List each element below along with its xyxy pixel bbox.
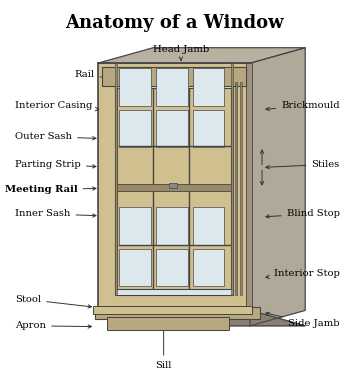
- FancyBboxPatch shape: [117, 184, 231, 191]
- FancyBboxPatch shape: [193, 110, 224, 147]
- FancyBboxPatch shape: [119, 110, 151, 147]
- FancyBboxPatch shape: [156, 110, 188, 147]
- FancyBboxPatch shape: [169, 183, 177, 188]
- Text: Lock: Lock: [136, 174, 166, 185]
- Text: Sill: Sill: [156, 325, 172, 370]
- Text: Head Jamb: Head Jamb: [153, 45, 209, 60]
- Text: Rail: Rail: [74, 70, 125, 81]
- FancyBboxPatch shape: [246, 63, 252, 310]
- FancyBboxPatch shape: [95, 307, 260, 319]
- Polygon shape: [98, 48, 305, 63]
- FancyBboxPatch shape: [193, 249, 224, 286]
- Text: Anatomy of a Window: Anatomy of a Window: [65, 14, 283, 32]
- FancyBboxPatch shape: [235, 82, 237, 295]
- Text: Stiles: Stiles: [266, 160, 340, 169]
- FancyBboxPatch shape: [102, 67, 246, 86]
- Text: Meeting Rail: Meeting Rail: [5, 186, 96, 194]
- Text: Interior Stop: Interior Stop: [266, 269, 340, 279]
- Text: Muntins: Muntins: [160, 310, 202, 319]
- FancyBboxPatch shape: [239, 82, 242, 295]
- FancyBboxPatch shape: [93, 306, 252, 314]
- FancyBboxPatch shape: [193, 207, 224, 245]
- FancyBboxPatch shape: [115, 79, 233, 295]
- Text: Parting Strip: Parting Strip: [15, 160, 96, 169]
- FancyBboxPatch shape: [117, 189, 231, 289]
- FancyBboxPatch shape: [156, 249, 188, 286]
- FancyBboxPatch shape: [231, 63, 233, 295]
- FancyBboxPatch shape: [156, 207, 188, 245]
- FancyBboxPatch shape: [115, 63, 117, 295]
- FancyBboxPatch shape: [193, 68, 224, 106]
- Text: Apron: Apron: [15, 321, 92, 330]
- Polygon shape: [250, 48, 305, 326]
- FancyBboxPatch shape: [98, 63, 250, 310]
- Polygon shape: [98, 310, 305, 326]
- Text: Brickmould: Brickmould: [266, 101, 340, 110]
- Text: Inner Sash: Inner Sash: [15, 209, 96, 218]
- Text: Blind Stop: Blind Stop: [266, 209, 340, 218]
- FancyBboxPatch shape: [119, 249, 151, 286]
- Text: Side Jamb: Side Jamb: [266, 312, 340, 328]
- Text: Stool: Stool: [15, 295, 92, 308]
- FancyBboxPatch shape: [156, 68, 188, 106]
- Text: Interior Casing: Interior Casing: [15, 101, 99, 111]
- FancyBboxPatch shape: [117, 88, 231, 189]
- FancyBboxPatch shape: [119, 68, 151, 106]
- FancyBboxPatch shape: [107, 317, 229, 330]
- Text: Outer Sash: Outer Sash: [15, 132, 96, 141]
- FancyBboxPatch shape: [119, 207, 151, 245]
